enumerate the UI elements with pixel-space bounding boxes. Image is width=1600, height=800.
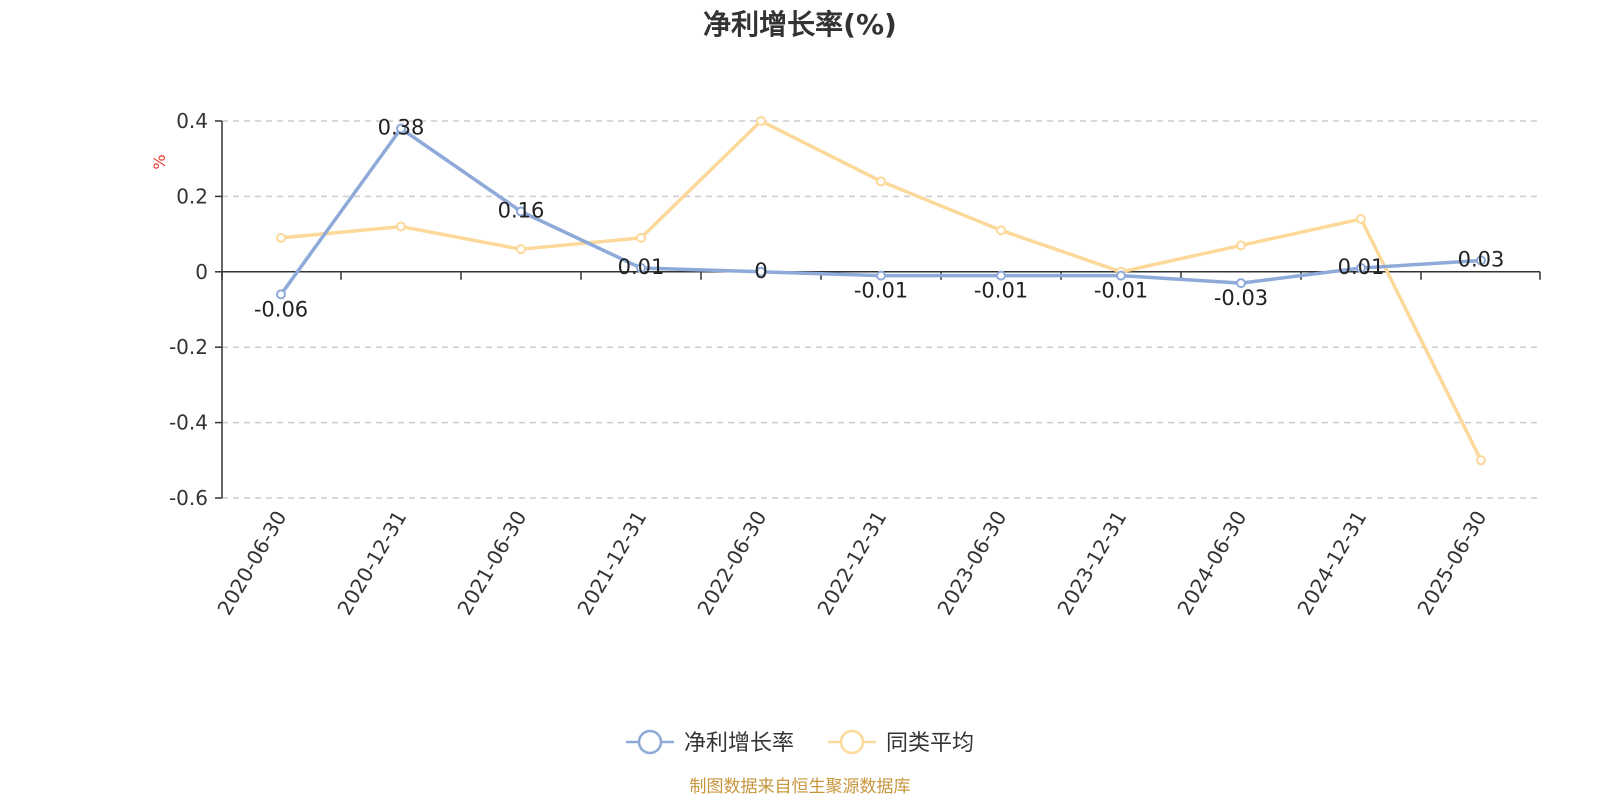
y-tick-label: 0.2 <box>176 184 208 208</box>
data-point[interactable] <box>1476 455 1486 466</box>
legend-item-0[interactable]: 净利增长率 <box>626 729 794 756</box>
y-tick-label: -0.6 <box>169 486 208 510</box>
data-label: -0.06 <box>254 297 308 321</box>
data-labels: -0.06 0.38 0.16 0.01 0 -0.01 -0.01 -0.01 -0.03 0.… <box>254 116 1505 322</box>
data-point[interactable] <box>1236 240 1246 251</box>
data-label: -0.01 <box>1094 279 1148 303</box>
y-axis-unit-label: % <box>150 154 169 169</box>
source-note: 制图数据来自恒生聚源数据库 <box>690 777 911 797</box>
data-label: 0 <box>754 259 767 283</box>
data-label: 0.01 <box>1338 255 1385 279</box>
data-point[interactable] <box>636 263 646 274</box>
data-label: -0.01 <box>854 279 908 303</box>
x-tick-label: 2023-12-31 <box>1052 507 1131 620</box>
x-tick-label: 2020-12-31 <box>332 507 411 620</box>
y-tick-label: -0.2 <box>169 335 208 359</box>
data-label: -0.03 <box>1214 286 1268 310</box>
x-tick-label: 2022-12-31 <box>812 507 891 620</box>
legend-label: 同类平均 <box>886 731 974 756</box>
x-tick-label: 2024-06-30 <box>1172 507 1251 620</box>
y-tick-label: 0.4 <box>176 109 208 133</box>
chart-title: 净利增长率(%) <box>703 8 897 41</box>
data-point[interactable] <box>996 270 1006 281</box>
x-tick-label: 2023-06-30 <box>932 507 1011 620</box>
x-tick-label: 2021-12-31 <box>572 507 651 620</box>
data-point[interactable] <box>276 232 286 243</box>
data-point[interactable] <box>756 116 766 126</box>
data-label: 0.01 <box>618 255 665 279</box>
data-label: 0.38 <box>378 116 425 140</box>
y-tick-label: 0 <box>195 260 208 284</box>
data-point[interactable] <box>396 123 406 134</box>
data-label: -0.01 <box>974 279 1028 303</box>
data-label: 0.16 <box>498 198 545 222</box>
x-tick-label: 2022-06-30 <box>692 507 771 620</box>
data-label: 0.03 <box>1458 247 1505 271</box>
data-point[interactable] <box>1236 278 1246 289</box>
data-point[interactable] <box>396 221 406 232</box>
data-point[interactable] <box>756 266 766 277</box>
legend[interactable]: 净利增长率 同类平均 <box>626 729 974 756</box>
series-line-0 <box>279 126 1483 297</box>
data-point[interactable] <box>516 206 526 217</box>
x-tick-label: 2024-12-31 <box>1292 507 1371 620</box>
data-point[interactable] <box>876 176 886 187</box>
legend-circle-icon <box>839 729 865 755</box>
data-point[interactable] <box>516 244 526 255</box>
data-point[interactable] <box>636 232 646 243</box>
x-tick-label: 2021-06-30 <box>452 507 531 620</box>
data-point[interactable] <box>276 289 286 300</box>
data-point[interactable] <box>1116 270 1126 281</box>
legend-item-1[interactable]: 同类平均 <box>828 729 974 756</box>
y-tick-label: -0.4 <box>169 411 208 435</box>
legend-label: 净利增长率 <box>684 731 794 756</box>
data-point[interactable] <box>876 270 886 281</box>
data-point[interactable] <box>996 225 1006 236</box>
data-point[interactable] <box>1356 214 1366 225</box>
series-lines <box>276 116 1486 466</box>
data-point[interactable] <box>1356 263 1366 274</box>
legend-circle-icon <box>637 729 663 755</box>
x-tick-label: 2025-06-30 <box>1412 507 1491 620</box>
data-point[interactable] <box>1476 255 1486 266</box>
x-tick-label: 2020-06-30 <box>212 507 291 620</box>
